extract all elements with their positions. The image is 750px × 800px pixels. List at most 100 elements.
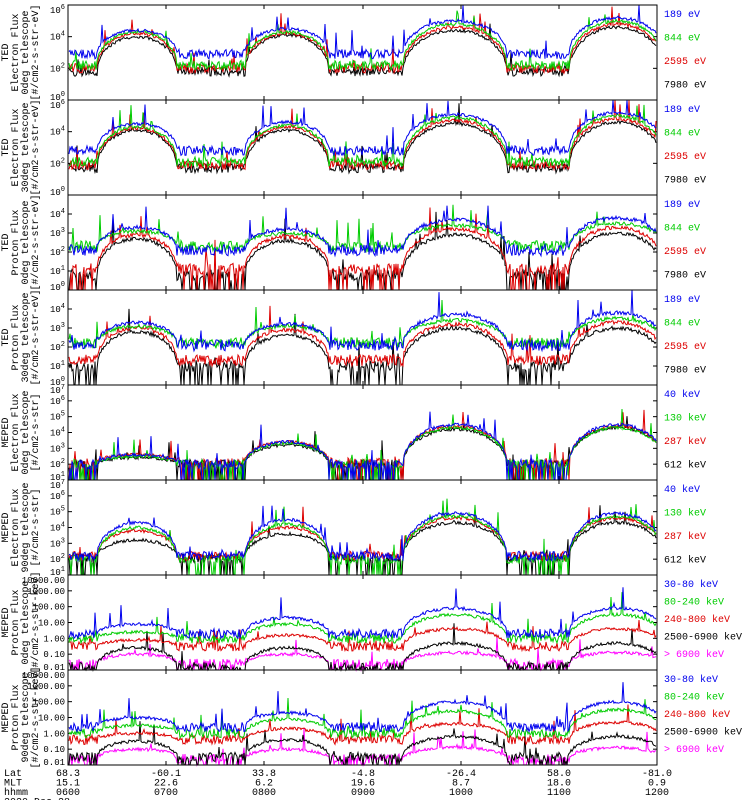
y-tick-label: 103: [50, 322, 65, 334]
legend-80-240-kev: 80-240 keV: [664, 597, 724, 609]
panel-ylabel-line: Proton Flux: [10, 684, 22, 750]
series-trace-189-ev: [68, 205, 657, 258]
panel-ylabel-line: [#/cm2-s-str-keV]: [30, 666, 42, 768]
legend-30-80-kev: 30-80 keV: [664, 579, 718, 591]
panel-ylabel-line: MEPED: [1, 607, 12, 637]
legend-40-kev: 40 keV: [664, 389, 700, 401]
legend-130-kev: 130 keV: [664, 413, 706, 425]
series-trace-80-240-kev: [68, 592, 657, 645]
y-tick-label: 0.01: [43, 758, 65, 768]
x-tick-label: 19.6: [351, 779, 375, 790]
y-tick-label: 1000.00: [27, 682, 65, 692]
y-tick-label: 104: [50, 208, 65, 220]
panel-ylabel-line: TED: [1, 328, 12, 346]
y-tick-label: 101: [50, 471, 65, 483]
x-tick-label: 0.9: [648, 779, 666, 790]
panel-ylabel-line: Electron Flux: [10, 13, 22, 91]
legend-7980-ev: 7980 eV: [664, 366, 706, 377]
legend-7980-ev: 7980 eV: [664, 81, 706, 92]
y-tick-label: 102: [50, 458, 65, 470]
x-row-label-mlt: MLT: [4, 779, 22, 790]
y-tick-label: 106: [50, 99, 65, 111]
legend-844-ev: 844 eV: [664, 319, 700, 330]
panel-meped-proton-90: MEPED Proton Flux 90deg telescope [#/cm2-s-…: [1, 666, 742, 768]
y-tick-label: 100: [50, 186, 65, 198]
panel-ylabel-line: MEPED: [1, 417, 12, 447]
y-tick-label: 1.00: [43, 729, 65, 739]
x-tick-label: 6.2: [255, 779, 273, 790]
y-tick-label: 100.00: [33, 698, 65, 708]
y-tick-label: 101: [50, 360, 65, 372]
y-tick-label: 106: [50, 395, 65, 407]
series-trace-189-ev: [68, 4, 657, 60]
y-tick-label: 104: [50, 427, 65, 439]
legend-612-kev: 612 keV: [664, 460, 706, 472]
legend-287-kev: 287 keV: [664, 531, 706, 543]
panel-ylabel-line: [#/cm2-s-str-eV]: [30, 194, 42, 290]
y-tick-label: 10000.00: [22, 671, 65, 681]
series-trace-2595-ev: [69, 207, 657, 291]
series-trace-189-ev: [68, 99, 657, 157]
panel-ylabel-line: 90deg telescope: [20, 482, 32, 572]
series-trace-80-240-kev: [68, 697, 657, 740]
y-tick-label: 0.01: [43, 663, 65, 673]
x-tick-label: 1200: [645, 788, 669, 799]
legend-844-ev: 844 eV: [664, 224, 700, 235]
series-trace-40-kev: [68, 505, 657, 563]
panel-ylabel-line: 30deg telescope: [20, 292, 32, 382]
legend-2595-ev: 2595 eV: [664, 57, 706, 68]
x-tick-label: 1100: [547, 788, 571, 799]
x-tick-label: -60.1: [151, 769, 181, 780]
x-tick-label: -81.0: [642, 769, 672, 780]
legend-7980-ev: 7980 eV: [664, 271, 706, 282]
y-tick-label: 1.00: [43, 634, 65, 644]
panel-ted-electron-30: TED Electron Flux 30deg telescope [#/cm2-s-…: [1, 99, 706, 198]
x-row-label-hhmm: hhmm: [4, 787, 28, 799]
x-tick-label: -26.4: [446, 769, 476, 780]
y-tick-label: 105: [50, 506, 65, 518]
x-tick-label: 68.3: [56, 769, 80, 780]
series-trace-844-ev: [68, 299, 657, 350]
y-tick-label: 104: [50, 303, 65, 315]
panel-ylabel-line: [#/cm2-s-str]: [30, 393, 42, 471]
panel-ylabel-line: 0deg telescope: [20, 10, 32, 94]
legend-240-800-kev: 240-800 keV: [664, 709, 730, 721]
series-trace-844-ev: [68, 104, 657, 169]
panel-meped-electron-90: MEPED Electron Flux 90deg telescope [#/cm2-…: [1, 479, 706, 578]
legend-612-kev: 612 keV: [664, 555, 706, 567]
legend-189-ev: 189 eV: [664, 10, 700, 21]
legend-80-240-kev: 80-240 keV: [664, 692, 724, 704]
x-tick-label: 8.7: [452, 779, 470, 790]
legend-240-800-kev: 240-800 keV: [664, 614, 730, 626]
legend-40-kev: 40 keV: [664, 484, 700, 496]
panel-ylabel-line: Electron Flux: [10, 488, 22, 566]
panel-ylabel-line: 0deg telescope: [20, 390, 32, 474]
y-tick-label: 105: [50, 411, 65, 423]
x-tick-label: 58.0: [547, 769, 571, 780]
y-tick-label: 0.10: [43, 650, 65, 660]
panel-ylabel-line: [#/cm2-s-str-eV]: [30, 4, 42, 100]
x-tick-label: -4.8: [351, 769, 375, 780]
series-trace-30-80-kev: [68, 587, 657, 640]
y-tick-label: 100.00: [33, 603, 65, 613]
legend-2500-6900-kev: 2500-6900 keV: [664, 632, 742, 644]
y-tick-label: 1000.00: [27, 587, 65, 597]
legend-2595-ev: 2595 eV: [664, 342, 706, 353]
y-tick-label: 100: [50, 376, 65, 388]
series-trace-40-kev: [68, 411, 657, 481]
panel-ylabel-line: [#/cm2-s-str]: [30, 488, 42, 566]
panel-ted-electron-0: TED Electron Flux 0deg telescope [#/cm2-s-s…: [1, 4, 706, 103]
series-trace-2595-ev: [68, 6, 657, 75]
y-tick-label: 104: [50, 31, 65, 43]
legend-189-ev: 189 eV: [664, 200, 700, 211]
series-trace-130-kev: [68, 498, 657, 577]
y-tick-label: 106: [50, 4, 65, 16]
y-tick-label: 100: [50, 91, 65, 103]
series-trace-240-800-kev: [68, 704, 657, 746]
y-tick-label: 103: [50, 442, 65, 454]
x-tick-label: 33.8: [252, 769, 276, 780]
panel-ted-proton-0: TED Proton Flux 0deg telescope [#/cm2-s-str…: [1, 194, 706, 293]
panel-ylabel-line: 0deg telescope: [20, 200, 32, 284]
legend-2595-ev: 2595 eV: [664, 152, 706, 163]
y-tick-label: 101: [50, 265, 65, 277]
